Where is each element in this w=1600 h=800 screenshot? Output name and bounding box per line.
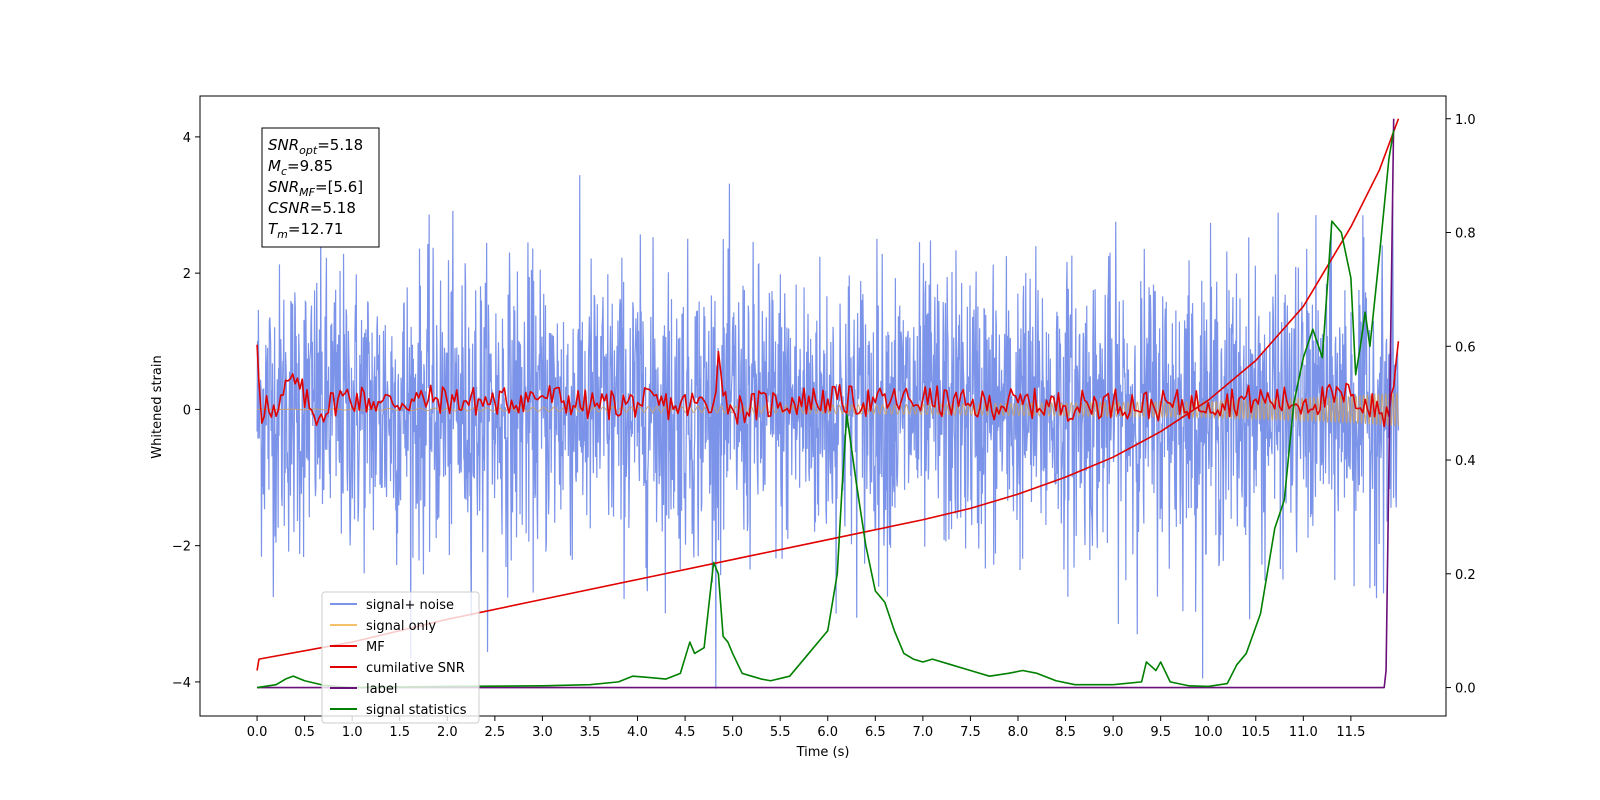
x-tick-label: 11.0 <box>1289 725 1318 740</box>
y-tick-label-left: 4 <box>183 131 191 146</box>
y-tick-label-right: 1.0 <box>1455 113 1476 128</box>
signal-noise-series <box>256 175 1400 689</box>
y-axis-label: Whitened strain <box>150 355 165 458</box>
x-tick-label: 4.0 <box>627 725 648 740</box>
x-tick-label: 1.5 <box>389 725 410 740</box>
x-tick-label: 8.5 <box>1055 725 1076 740</box>
x-tick-label: 1.0 <box>342 725 363 740</box>
x-tick-label: 5.0 <box>722 725 743 740</box>
x-axis: 0.0 0.5 1.0 1.5 2.0 2.5 3.0 3.5 4.0 4.5 5.0 5.5 6.0 6… <box>247 716 1365 740</box>
y-tick-label-right: 0.2 <box>1455 568 1476 583</box>
y-tick-label-right: 0.4 <box>1455 454 1476 469</box>
legend-label: signal statistics <box>366 703 467 718</box>
x-tick-label: 8.0 <box>1008 725 1029 740</box>
y-axis-right: 0.0 0.2 0.4 0.6 0.8 1.0 <box>1446 113 1476 697</box>
y-tick-label-left: −4 <box>172 676 191 691</box>
y-tick-label-left: 0 <box>183 403 191 418</box>
x-tick-label: 10.0 <box>1194 725 1223 740</box>
x-tick-label: 10.5 <box>1241 725 1270 740</box>
axes-frame <box>199 95 1447 717</box>
annotation-line: Tm=12.71 <box>268 220 343 241</box>
legend-label: label <box>366 682 397 697</box>
annotation-box <box>261 127 380 248</box>
legend-box <box>321 591 480 724</box>
legend-label: signal only <box>366 619 436 634</box>
x-tick-label: 3.5 <box>580 725 601 740</box>
x-tick-label: 0.5 <box>294 725 315 740</box>
x-axis-label: Time (s) <box>796 745 850 760</box>
x-tick-label: 5.5 <box>770 725 791 740</box>
mf-line <box>256 341 1400 428</box>
x-tick-label: 9.0 <box>1103 725 1124 740</box>
x-tick-label: 3.0 <box>532 725 553 740</box>
x-tick-label: 4.5 <box>675 725 696 740</box>
legend-label: MF <box>366 640 385 655</box>
label-line <box>257 118 1395 689</box>
signal-noise-line <box>256 175 1400 689</box>
y-tick-label-right: 0.8 <box>1455 227 1476 242</box>
signal-statistics-line <box>256 129 1395 689</box>
x-tick-label: 2.5 <box>485 725 506 740</box>
legend-label: cumilative SNR <box>366 661 465 676</box>
y-tick-label-right: 0.0 <box>1455 682 1476 697</box>
y-tick-label-left: −2 <box>172 540 191 555</box>
annotation-line: Mc=9.85 <box>268 157 333 178</box>
legend-label: signal+ noise <box>366 598 454 613</box>
x-tick-label: 6.0 <box>817 725 838 740</box>
y-axis-left: −4 −2 0 2 4 <box>172 131 200 691</box>
x-tick-label: 9.5 <box>1150 725 1171 740</box>
annotation-line: SNRopt=5.18 <box>268 136 363 157</box>
annotation-line: SNRMF=[5.6] <box>268 178 363 199</box>
annotation-line: CSNR=5.18 <box>268 199 356 217</box>
y-tick-label-right: 0.6 <box>1455 340 1476 355</box>
x-tick-label: 6.5 <box>865 725 886 740</box>
x-tick-label: 7.5 <box>960 725 981 740</box>
x-tick-label: 0.0 <box>247 725 268 740</box>
x-tick-label: 2.0 <box>437 725 458 740</box>
legend: signal+ noise signal only MF cumilative SNR… <box>321 591 480 724</box>
x-tick-label: 11.5 <box>1336 725 1365 740</box>
x-tick-label: 7.0 <box>913 725 934 740</box>
y-tick-label-left: 2 <box>183 267 191 282</box>
